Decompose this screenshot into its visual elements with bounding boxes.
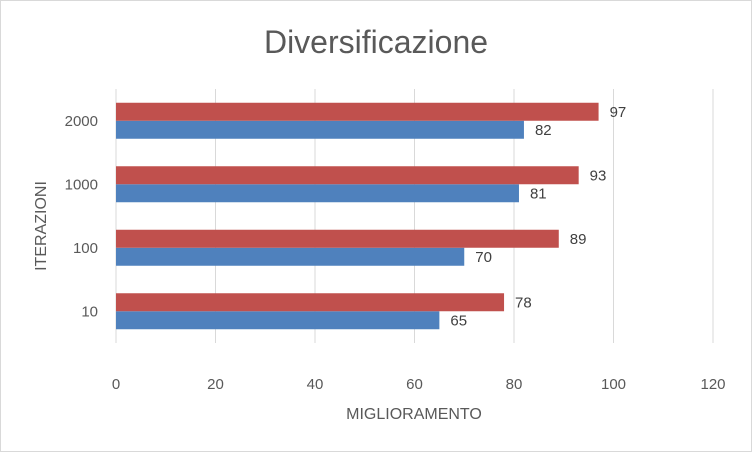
data-labels: 65 78 70 89 81 93 82 97 [450, 104, 626, 330]
chart-title: Diversificazione [264, 24, 488, 60]
x-axis-label: MIGLIORAMENTO [346, 406, 482, 423]
data-label: 78 [515, 294, 532, 311]
x-axis-ticks: 0 20 40 60 80 100 120 [112, 376, 726, 393]
bar [116, 247, 465, 266]
bar [116, 120, 524, 139]
data-label: 81 [530, 185, 547, 202]
y-axis-ticks: 10 100 1000 2000 [65, 113, 98, 321]
x-tick-label: 60 [406, 376, 423, 393]
x-tick-label: 20 [207, 376, 224, 393]
y-tick-label: 1000 [65, 176, 98, 193]
data-label: 82 [535, 122, 552, 139]
x-tick-label: 0 [112, 376, 120, 393]
bar [116, 311, 440, 330]
bar [116, 184, 519, 203]
data-label: 70 [475, 249, 492, 266]
y-tick-label: 10 [81, 303, 98, 320]
y-axis-label: ITERAZIONI [33, 181, 50, 271]
x-tick-label: 120 [700, 376, 725, 393]
bar [116, 293, 505, 312]
data-label: 93 [590, 167, 607, 184]
data-label: 97 [610, 104, 627, 121]
bar [116, 166, 579, 185]
data-label: 89 [570, 231, 587, 248]
y-tick-label: 100 [73, 240, 98, 257]
bars [116, 102, 599, 330]
y-tick-label: 2000 [65, 113, 98, 130]
x-tick-label: 100 [601, 376, 626, 393]
bar [116, 102, 599, 121]
bar [116, 229, 559, 248]
x-tick-label: 80 [506, 376, 523, 393]
x-tick-label: 40 [307, 376, 324, 393]
data-label: 65 [450, 312, 467, 329]
